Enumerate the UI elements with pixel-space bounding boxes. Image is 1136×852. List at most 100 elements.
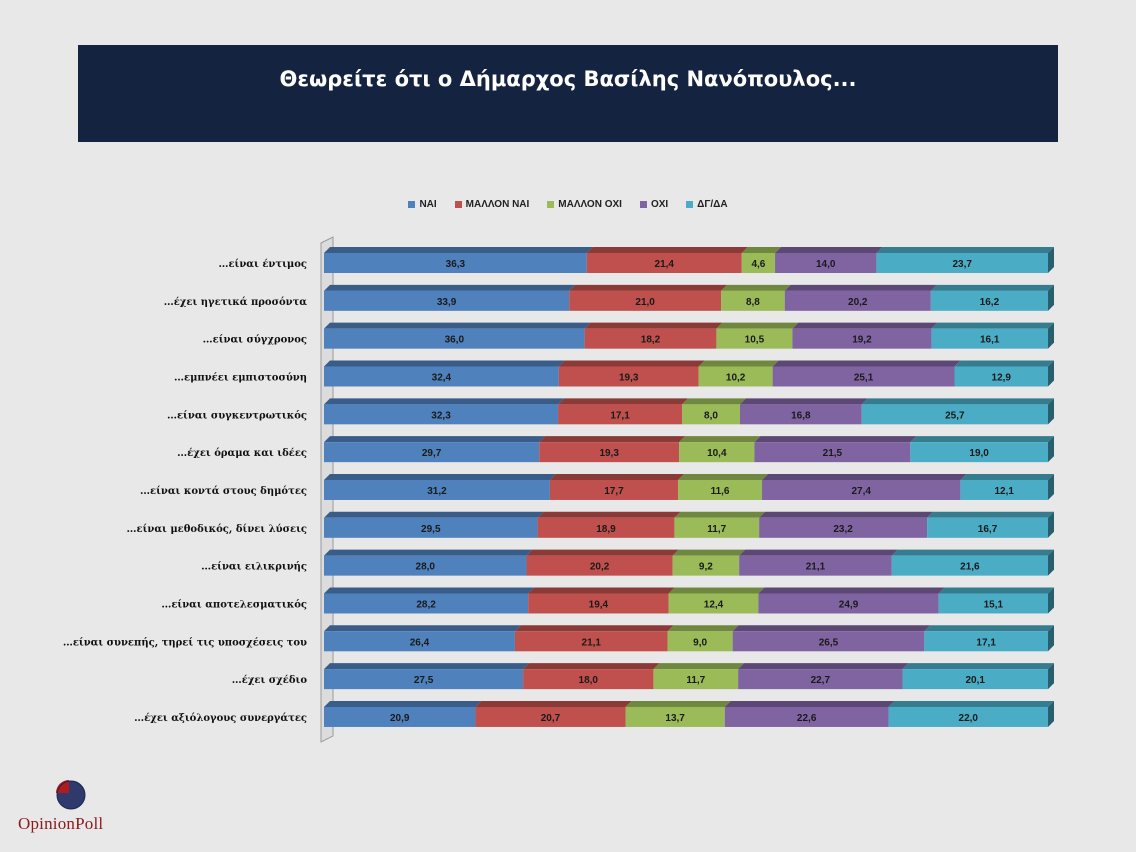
bar-top-face [475, 700, 632, 707]
data-label: 21,5 [823, 448, 843, 459]
bar-top-face [891, 549, 1054, 556]
bar-top-face [549, 473, 685, 480]
bar-segment [558, 404, 683, 425]
bar-segment [891, 555, 1048, 576]
bar-top-face [526, 549, 679, 556]
data-label: 22,6 [797, 713, 817, 724]
bar-segment [910, 442, 1048, 463]
legend-swatch-icon [639, 201, 647, 208]
bar-top-face [716, 322, 799, 329]
data-label: 16,8 [791, 410, 811, 421]
bar-top-face [625, 700, 731, 707]
data-label: 10,5 [745, 335, 765, 346]
bar-top-face [927, 511, 1054, 518]
bar-segment [930, 290, 1048, 311]
category-label: …έχει αξιόλογους συνεργάτες [134, 713, 307, 724]
bar-top-face [324, 700, 482, 707]
category-label: …είναι ειλικρινής [201, 562, 307, 573]
bar-segment [762, 479, 961, 500]
bar-segment [902, 669, 1048, 690]
legend-item-4: ΔΓ/ΔΑ [686, 199, 728, 210]
legend-swatch-icon [686, 201, 694, 208]
bar-top-face [954, 360, 1054, 367]
bar-top-face [698, 360, 779, 367]
data-label: 4,6 [751, 259, 765, 270]
bar-side-face [1048, 398, 1054, 425]
data-label: 27,5 [414, 675, 434, 686]
bar-segment [569, 290, 722, 311]
bar-segment [324, 479, 550, 500]
data-label: 24,9 [839, 599, 859, 610]
bar-top-face [679, 436, 761, 443]
bar-top-face [861, 398, 1054, 405]
bar-top-face [772, 360, 961, 367]
bar-segment [558, 366, 699, 387]
data-label: 10,4 [707, 448, 727, 459]
bar-top-face [558, 360, 705, 367]
bar-side-face [1048, 587, 1054, 614]
bar-side-face [1048, 663, 1054, 690]
bar-segment [739, 555, 892, 576]
legend-item-1: ΜΑΛΛΟΝ ΝΑΙ [454, 199, 530, 210]
data-label: 33,9 [437, 297, 457, 308]
bar-segment [324, 669, 524, 690]
category-label: …έχει ηγετικά προσόντα [164, 297, 308, 308]
category-label: …έχει σχέδιο [232, 675, 308, 686]
bar-top-face [888, 700, 1054, 707]
data-label: 20,9 [390, 713, 410, 724]
bar-segment [324, 517, 538, 538]
data-label: 21,0 [635, 297, 655, 308]
bar-top-face [324, 625, 521, 632]
data-label: 31,2 [427, 486, 447, 497]
data-label: 19,3 [599, 448, 619, 459]
bar-top-face [938, 587, 1054, 594]
data-label: 17,1 [976, 637, 996, 648]
legend-label: ΝΑΙ [419, 199, 437, 210]
bar-segment [678, 479, 763, 500]
bar-segment [324, 631, 515, 652]
data-label: 8,0 [704, 410, 718, 421]
bar-segment [667, 631, 733, 652]
bar-segment [716, 328, 793, 349]
category-label: …έχει όραμα και ιδέες [177, 448, 307, 459]
data-label: 26,4 [410, 637, 430, 648]
bar-segment [754, 442, 911, 463]
bar-segment [924, 631, 1048, 652]
category-label: …είναι συγκεντρωτικός [167, 410, 307, 421]
data-label: 23,7 [952, 259, 972, 270]
bar-top-face [792, 322, 938, 329]
legend-label: ΜΑΛΛΟΝ ΝΑΙ [465, 199, 530, 210]
bar-top-face [924, 625, 1054, 632]
data-label: 12,9 [992, 372, 1012, 383]
data-label: 18,0 [579, 675, 599, 686]
bar-segment [668, 593, 759, 614]
bar-top-face [584, 322, 723, 329]
legend-label: ΜΑΛΛΟΝ ΟΧΙ [558, 199, 622, 210]
bar-top-face [324, 247, 593, 253]
bar-segment [549, 479, 679, 500]
bar-top-face [514, 625, 674, 632]
data-label: 10,2 [726, 372, 746, 383]
legend-swatch-icon [408, 201, 416, 208]
bar-side-face [1048, 625, 1054, 652]
bar-segment [324, 706, 476, 727]
bar-segment [586, 253, 742, 273]
data-label: 20,7 [541, 713, 561, 724]
bar-top-face [738, 663, 909, 670]
bar-top-face [523, 663, 660, 670]
logo-mark-icon [56, 780, 86, 810]
bar-top-face [668, 587, 765, 594]
bar-segment [523, 669, 654, 690]
bar-top-face [784, 284, 937, 291]
data-label: 21,1 [806, 562, 826, 573]
bar-segment [625, 706, 725, 727]
data-label: 20,2 [848, 297, 868, 308]
bar-segment [724, 706, 889, 727]
bar-segment [324, 366, 559, 387]
bar-segment [653, 669, 739, 690]
bar-top-face [960, 473, 1054, 480]
bar-segment [876, 253, 1048, 273]
legend-item-3: ΟΧΙ [639, 199, 668, 210]
opinionpoll-logo: OpinionPoll [18, 778, 128, 838]
bar-top-face [558, 398, 689, 405]
